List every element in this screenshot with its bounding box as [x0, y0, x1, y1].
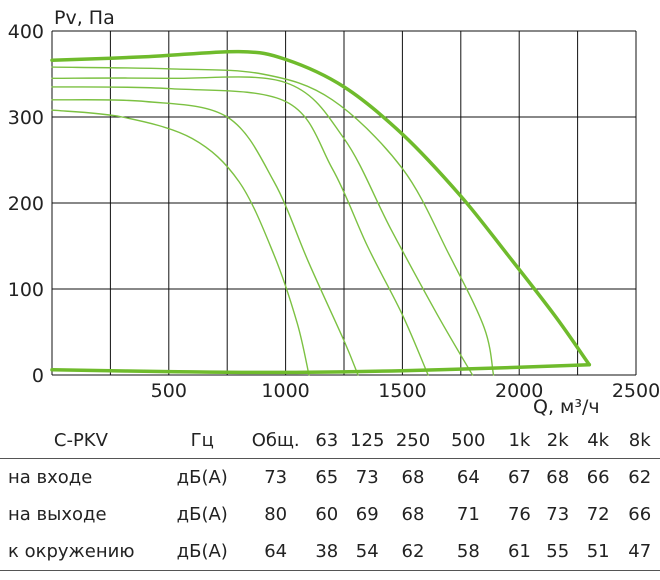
value-cell: 54: [344, 533, 390, 571]
fan-curves: [50, 49, 592, 376]
value-cell: 62: [389, 533, 437, 571]
row-label: к окружению: [0, 533, 162, 571]
table-header-cell: 1k: [500, 422, 539, 459]
fan-curve-thin: [51, 86, 429, 376]
x-tick-label: 2500: [612, 380, 660, 402]
fan-curve-thick: [50, 49, 592, 367]
value-cell: 60: [315, 504, 339, 525]
table-header-cell: 2k: [538, 422, 577, 459]
fan-curve-thin: [51, 99, 359, 376]
x-tick-labels: 500 1000 1500 2000 2500: [151, 380, 660, 402]
value-cell: 68: [401, 467, 425, 488]
value-cell: 71: [456, 504, 480, 525]
value-cell: 67: [507, 467, 531, 488]
table-row: на входе дБ(А) 73 65 73 68 64 67 68 66 6…: [0, 459, 660, 497]
table-header-cell: Общ.: [242, 422, 309, 459]
fan-curve-thin: [51, 66, 495, 376]
table-header-cell: 500: [436, 422, 501, 459]
value-cell: 64: [456, 467, 480, 488]
value-cell: 51: [576, 533, 620, 571]
fan-curve-thin: [51, 109, 310, 376]
value-cell: 55: [538, 533, 577, 571]
y-tick-label: 400: [8, 21, 44, 43]
table-header-cell: Гц: [161, 422, 243, 459]
table-header-cell: 4k: [576, 422, 620, 459]
x-tick-label: 2000: [495, 380, 543, 402]
row-label: на выходе: [8, 504, 107, 525]
y-tick-label: 0: [32, 365, 44, 387]
table-header-cell: C-PKV: [0, 422, 162, 459]
value-cell: 80: [264, 504, 288, 525]
row-label: на входе: [8, 467, 93, 488]
x-tick-label: 1500: [378, 380, 426, 402]
value-cell: 69: [355, 504, 379, 525]
unit-cell: дБ(А): [161, 533, 243, 571]
x-tick-label: 500: [151, 380, 187, 402]
y-tick-label: 100: [8, 279, 44, 301]
value-cell: 65: [315, 467, 339, 488]
fan-curve-thin: [51, 76, 474, 376]
pressure-flow-chart: 0 100 200 300 400 500 1000 1500 2000 2500 Pv, Па…: [8, 7, 660, 418]
table-header-cell: 63: [308, 422, 345, 459]
value-cell: 76: [507, 504, 531, 525]
y-axis-label: Pv, Па: [54, 7, 115, 29]
x-axis-label: Q, м³/ч: [533, 396, 600, 418]
table-header-cell: 8k: [619, 422, 660, 459]
value-cell: 68: [401, 504, 425, 525]
y-tick-labels: 0 100 200 300 400: [8, 21, 44, 387]
value-cell: 47: [619, 533, 660, 571]
y-tick-label: 200: [8, 193, 44, 215]
x-tick-label: 1000: [261, 380, 309, 402]
value-cell: 61: [500, 533, 539, 571]
chart-grid: [51, 30, 637, 376]
value-cell: 73: [264, 467, 288, 488]
value-cell: 73: [355, 467, 379, 488]
value-cell: 58: [436, 533, 501, 571]
value-cell: 66: [586, 467, 610, 488]
table-header-cell: 125: [344, 422, 390, 459]
value-cell: 64: [242, 533, 309, 571]
value-cell: 66: [628, 504, 652, 525]
noise-spec-table: C-PKV Гц Общ. 63 125 250 500 1k 2k 4k 8k…: [0, 422, 660, 571]
table-header-row: C-PKV Гц Общ. 63 125 250 500 1k 2k 4k 8k: [0, 422, 660, 459]
value-cell: 38: [308, 533, 345, 571]
table-header-cell: 250: [389, 422, 437, 459]
unit-cell: дБ(А): [176, 467, 228, 488]
value-cell: 72: [586, 504, 610, 525]
table-row: на выходе дБ(А) 80 60 69 68 71 76 73 72 …: [0, 496, 660, 533]
fan-curve-thick: [50, 362, 592, 375]
value-cell: 68: [546, 467, 570, 488]
table-row: к окружению дБ(А) 64 38 54 62 58 61 55 5…: [0, 533, 660, 571]
y-tick-label: 300: [8, 107, 44, 129]
value-cell: 62: [628, 467, 652, 488]
value-cell: 73: [546, 504, 570, 525]
unit-cell: дБ(А): [176, 504, 228, 525]
